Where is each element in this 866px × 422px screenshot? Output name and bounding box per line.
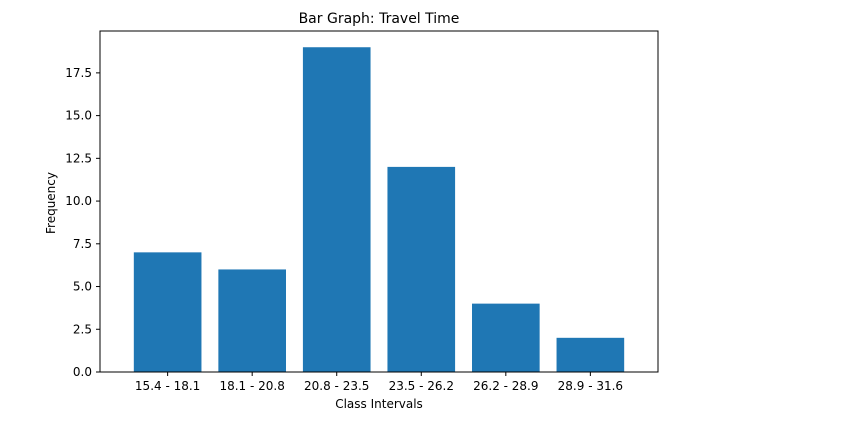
plot-frame xyxy=(99,30,659,373)
x-tick-label: 15.4 - 18.1 xyxy=(135,379,200,393)
y-tick-label: 2.5 xyxy=(73,322,92,336)
y-tick-label: 15.0 xyxy=(65,109,92,123)
y-tick-label: 5.0 xyxy=(73,280,92,294)
bar-5 xyxy=(472,303,540,372)
x-tick-label: 18.1 - 20.8 xyxy=(219,379,284,393)
x-tick-label: 23.5 - 26.2 xyxy=(389,379,454,393)
y-tick-label: 10.0 xyxy=(65,194,92,208)
x-axis-ticks: 15.4 - 18.1 18.1 - 20.8 20.8 - 23.5 23.5 - … xyxy=(135,372,623,393)
y-tick-label: 0.0 xyxy=(73,365,92,379)
bars-group xyxy=(133,47,625,372)
y-axis-ticks: 0.0 2.5 5.0 7.5 10.0 12.5 15.0 17.5 xyxy=(65,66,100,379)
y-tick-label: 12.5 xyxy=(65,151,92,165)
bar-1 xyxy=(133,252,202,372)
bar-2 xyxy=(218,269,286,372)
bar-4 xyxy=(387,166,456,372)
x-axis-title: Class Intervals xyxy=(335,397,423,411)
bar-3 xyxy=(302,47,371,372)
chart-title: Bar Graph: Travel Time xyxy=(299,11,460,27)
x-tick-label: 20.8 - 23.5 xyxy=(304,379,369,393)
y-axis-title: Frequency xyxy=(44,172,58,234)
y-tick-label: 7.5 xyxy=(73,237,92,251)
bar-6 xyxy=(556,337,625,372)
x-tick-label: 26.2 - 28.9 xyxy=(473,379,538,393)
y-tick-label: 17.5 xyxy=(65,66,92,80)
x-tick-label: 28.9 - 31.6 xyxy=(558,379,623,393)
